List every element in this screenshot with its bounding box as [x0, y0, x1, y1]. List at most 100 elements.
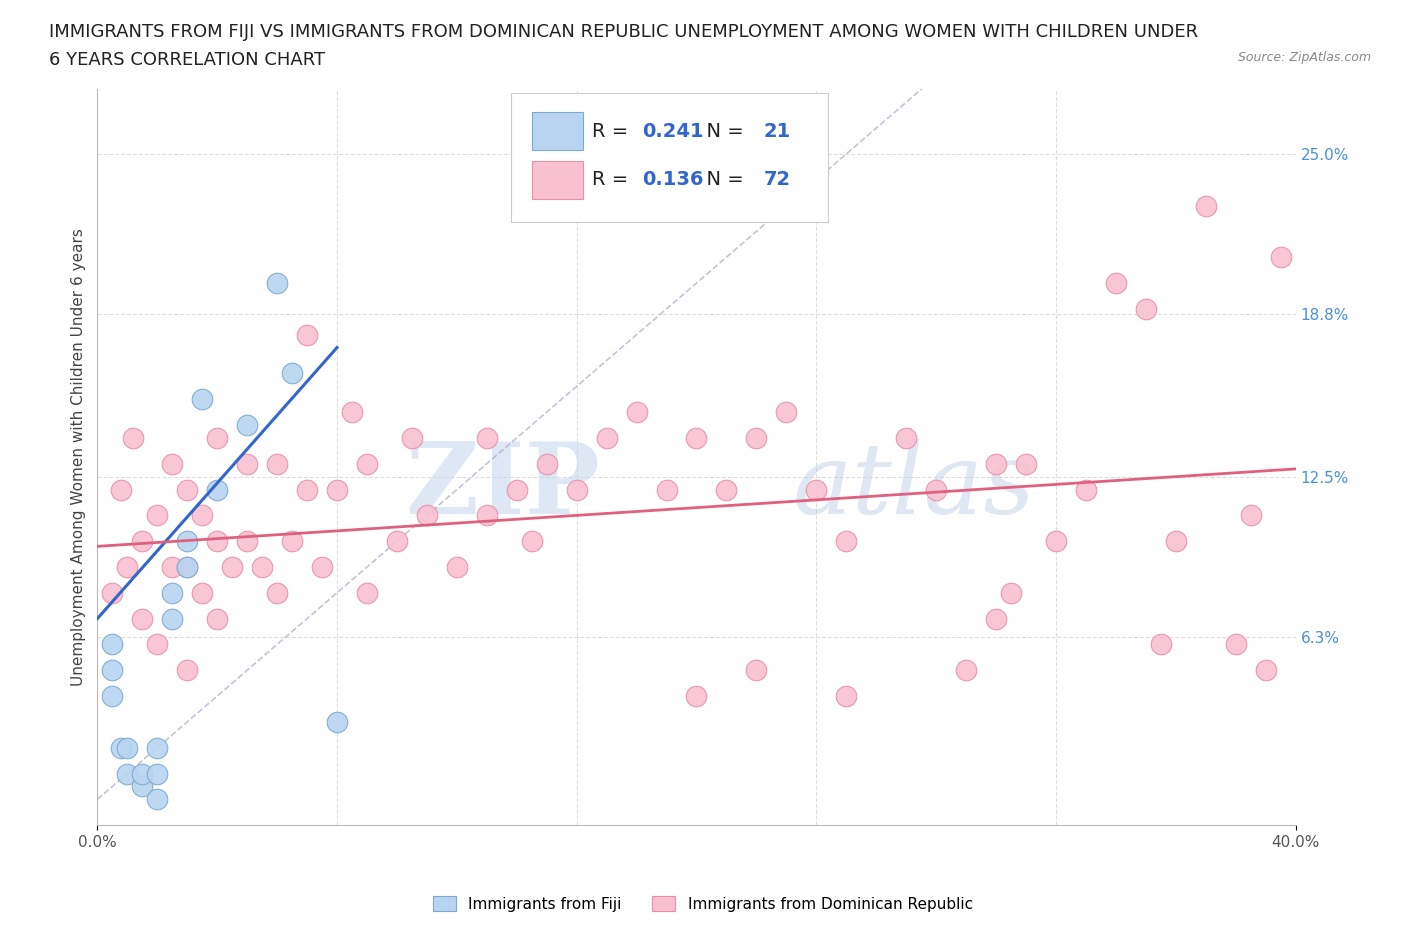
- Point: [340, 405, 363, 419]
- Point: [162, 585, 184, 600]
- Point: [475, 508, 498, 523]
- FancyBboxPatch shape: [533, 113, 582, 151]
- Point: [162, 560, 184, 575]
- Point: [1195, 198, 1218, 213]
- Point: [1074, 482, 1097, 497]
- Point: [205, 482, 228, 497]
- Point: [326, 482, 349, 497]
- Point: [655, 482, 678, 497]
- Text: 0.136: 0.136: [643, 170, 704, 190]
- FancyBboxPatch shape: [510, 93, 828, 222]
- Point: [281, 365, 304, 380]
- Point: [984, 611, 1007, 626]
- Text: atlas: atlas: [793, 439, 1035, 535]
- Point: [295, 327, 318, 342]
- Point: [1240, 508, 1263, 523]
- Text: IMMIGRANTS FROM FIJI VS IMMIGRANTS FROM DOMINICAN REPUBLIC UNEMPLOYMENT AMONG WO: IMMIGRANTS FROM FIJI VS IMMIGRANTS FROM …: [49, 23, 1198, 41]
- Point: [955, 663, 977, 678]
- Point: [131, 534, 153, 549]
- Point: [266, 275, 288, 290]
- Point: [205, 534, 228, 549]
- Point: [1164, 534, 1187, 549]
- Point: [176, 560, 198, 575]
- Point: [101, 585, 124, 600]
- Point: [162, 457, 184, 472]
- Point: [176, 663, 198, 678]
- Y-axis label: Unemployment Among Women with Children Under 6 years: Unemployment Among Women with Children U…: [72, 229, 86, 686]
- Point: [205, 431, 228, 445]
- Point: [626, 405, 648, 419]
- Point: [236, 534, 259, 549]
- Text: N =: N =: [695, 122, 749, 140]
- Legend: Immigrants from Fiji, Immigrants from Dominican Republic: Immigrants from Fiji, Immigrants from Do…: [427, 889, 979, 918]
- Point: [1270, 250, 1292, 265]
- Point: [281, 534, 304, 549]
- Point: [131, 766, 153, 781]
- Point: [101, 637, 124, 652]
- Point: [205, 611, 228, 626]
- Point: [146, 508, 169, 523]
- Point: [117, 740, 139, 755]
- Point: [416, 508, 439, 523]
- Point: [176, 560, 198, 575]
- Point: [1105, 275, 1128, 290]
- Point: [506, 482, 529, 497]
- Point: [806, 482, 828, 497]
- Point: [835, 688, 858, 703]
- Point: [191, 508, 214, 523]
- Point: [475, 431, 498, 445]
- Point: [191, 392, 214, 406]
- Point: [536, 457, 558, 472]
- Point: [110, 482, 132, 497]
- Point: [117, 766, 139, 781]
- Point: [1015, 457, 1038, 472]
- Point: [1254, 663, 1277, 678]
- Point: [984, 457, 1007, 472]
- Point: [446, 560, 468, 575]
- Point: [236, 457, 259, 472]
- Point: [131, 779, 153, 794]
- Text: R =: R =: [592, 122, 634, 140]
- Point: [250, 560, 273, 575]
- Point: [221, 560, 243, 575]
- Point: [295, 482, 318, 497]
- Point: [326, 714, 349, 729]
- Point: [894, 431, 917, 445]
- Point: [191, 585, 214, 600]
- Point: [685, 431, 707, 445]
- Point: [101, 688, 124, 703]
- Point: [266, 457, 288, 472]
- Point: [1135, 301, 1157, 316]
- Point: [1045, 534, 1067, 549]
- Point: [745, 663, 768, 678]
- Point: [835, 534, 858, 549]
- Point: [131, 611, 153, 626]
- Point: [146, 792, 169, 807]
- Point: [1150, 637, 1173, 652]
- Point: [520, 534, 543, 549]
- Point: [146, 740, 169, 755]
- Point: [117, 560, 139, 575]
- Point: [356, 585, 378, 600]
- Point: [146, 637, 169, 652]
- Point: [685, 688, 707, 703]
- Point: [565, 482, 588, 497]
- Point: [356, 457, 378, 472]
- Text: ZIP: ZIP: [406, 438, 600, 536]
- Text: 21: 21: [763, 122, 790, 140]
- Point: [775, 405, 797, 419]
- Point: [925, 482, 948, 497]
- Point: [595, 431, 617, 445]
- Point: [745, 431, 768, 445]
- Point: [716, 482, 738, 497]
- Point: [311, 560, 333, 575]
- Point: [1000, 585, 1022, 600]
- Point: [101, 663, 124, 678]
- Text: 72: 72: [763, 170, 790, 190]
- Point: [176, 482, 198, 497]
- Text: N =: N =: [695, 170, 749, 190]
- Point: [122, 431, 145, 445]
- Point: [110, 740, 132, 755]
- Point: [401, 431, 423, 445]
- Text: Source: ZipAtlas.com: Source: ZipAtlas.com: [1237, 51, 1371, 64]
